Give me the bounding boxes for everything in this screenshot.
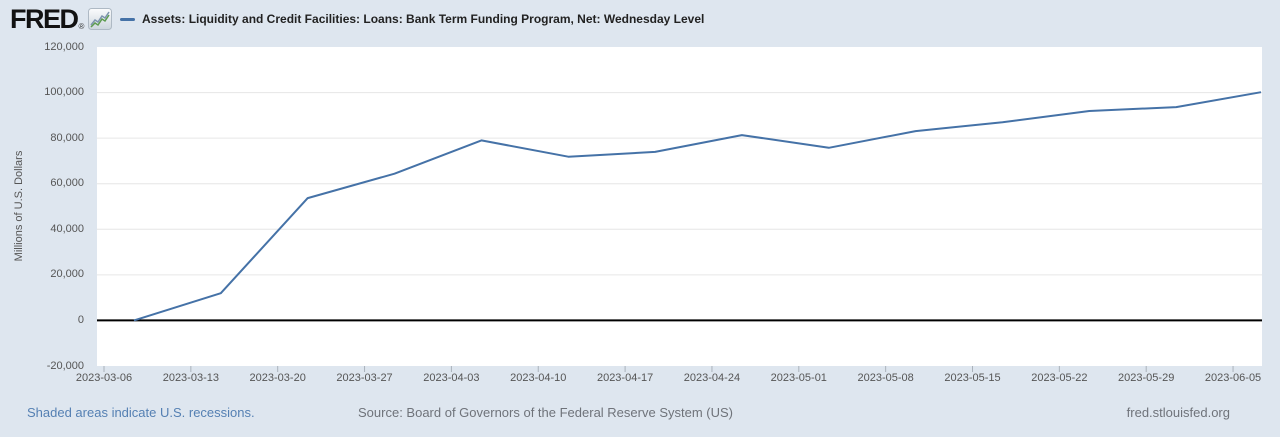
x-tick-label: 2023-05-29 — [1118, 372, 1175, 384]
y-tick-label: 80,000 — [50, 131, 84, 144]
y-tick-label: 0 — [77, 313, 84, 326]
x-tick-label: 2023-04-10 — [510, 372, 567, 384]
x-tick-label: 2023-06-05 — [1204, 372, 1262, 384]
series-legend: Assets: Liquidity and Credit Facilities:… — [120, 0, 704, 38]
x-tick-label: 2023-04-03 — [423, 372, 480, 384]
x-tick-label: 2023-05-22 — [1031, 372, 1088, 384]
x-tick-label: 2023-05-01 — [770, 372, 827, 384]
chart-footer: Shaded areas indicate U.S. recessions. S… — [0, 400, 1280, 430]
y-axis-title: Millions of U.S. Dollars — [13, 150, 25, 262]
x-tick-marks — [103, 366, 1234, 372]
y-tick-label: 100,000 — [44, 86, 84, 99]
x-tick-label: 2023-03-27 — [336, 372, 393, 384]
fred-logo[interactable]: FRED ® — [10, 4, 113, 34]
series-line — [133, 91, 1262, 322]
y-tick-label: 40,000 — [50, 222, 84, 235]
plot-area[interactable] — [97, 47, 1262, 374]
chart-header: FRED ® Assets: Liquidity and Credit Faci… — [0, 0, 1280, 38]
x-tick-label: 2023-03-20 — [249, 372, 306, 384]
x-tick-label: 2023-04-17 — [596, 372, 654, 384]
registered-mark-icon: ® — [78, 22, 85, 31]
plot-area-background — [97, 47, 1262, 366]
y-tick-label: 120,000 — [44, 40, 84, 53]
source-text: Source: Board of Governors of the Federa… — [358, 405, 733, 420]
y-tick-label: 60,000 — [50, 177, 84, 190]
recessions-link[interactable]: Shaded areas indicate U.S. recessions. — [27, 405, 255, 420]
fred-sparkline-icon — [88, 8, 113, 30]
x-tick-label: 2023-05-08 — [857, 372, 914, 384]
gridlines — [97, 92, 1262, 276]
legend-line-marker — [120, 17, 135, 21]
x-tick-label: 2023-04-24 — [683, 372, 741, 384]
fred-logo-text: FRED — [10, 4, 79, 34]
y-tick-label: 20,000 — [50, 268, 84, 281]
site-text: fred.stlouisfed.org — [1126, 405, 1230, 420]
y-tick-label: -20,000 — [46, 359, 84, 372]
x-tick-label: 2023-03-06 — [75, 372, 133, 384]
x-tick-label: 2023-03-13 — [162, 372, 219, 384]
x-tick-label: 2023-05-15 — [944, 372, 1001, 384]
legend-label[interactable]: Assets: Liquidity and Credit Facilities:… — [142, 12, 705, 26]
